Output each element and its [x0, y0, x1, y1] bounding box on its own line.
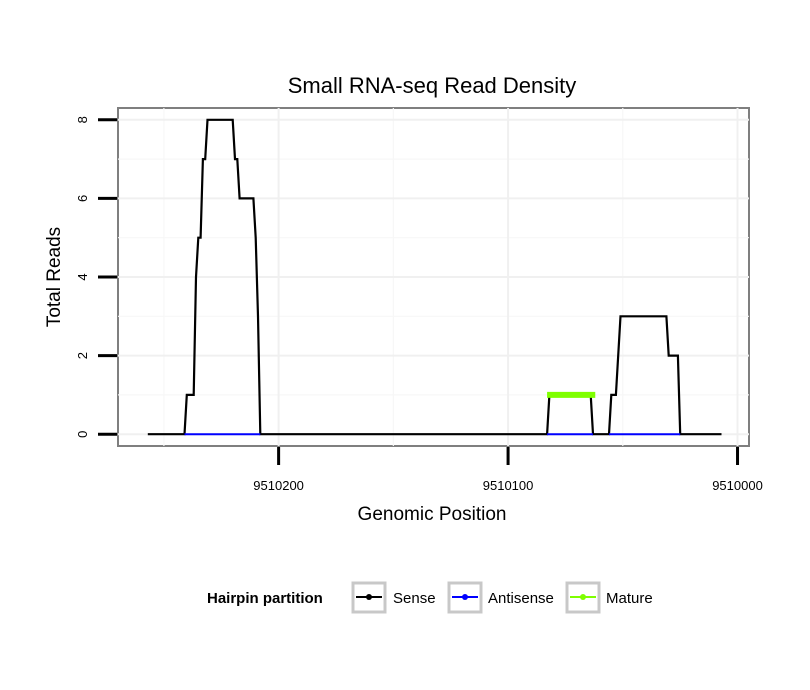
grid-lines — [118, 108, 749, 446]
y-axis-label: Total Reads — [44, 227, 65, 327]
y-axis: 0 2 4 6 8 — [75, 116, 117, 438]
legend-item-antisense: Antisense — [447, 581, 554, 614]
x-tick-label: 9510000 — [712, 478, 763, 493]
series-layer — [147, 118, 722, 436]
legend: Hairpin partition Sense Antisense Mature — [207, 581, 653, 614]
y-tick-label: 2 — [75, 352, 90, 359]
series-line-sense — [147, 118, 722, 436]
y-tick-label: 6 — [75, 195, 90, 202]
y-tick-label: 0 — [75, 431, 90, 438]
legend-key-dot-sense — [366, 594, 372, 600]
plot-panel — [117, 107, 750, 447]
x-axis-label: Genomic Position — [358, 504, 507, 525]
legend-title: Hairpin partition — [207, 590, 323, 607]
legend-label-sense: Sense — [393, 590, 436, 607]
x-axis: 9510200 9510100 9510000 — [253, 447, 763, 493]
y-tick-label: 4 — [75, 273, 90, 280]
x-tick-label: 9510200 — [253, 478, 304, 493]
legend-key-dot-mature — [580, 594, 586, 600]
legend-label-mature: Mature — [606, 590, 653, 607]
y-tick-label: 8 — [75, 116, 90, 123]
chart-title: Small RNA-seq Read Density — [288, 73, 577, 98]
legend-item-sense: Sense — [351, 581, 436, 614]
legend-item-mature: Mature — [565, 581, 653, 614]
legend-key-dot-antisense — [462, 594, 468, 600]
legend-label-antisense: Antisense — [488, 590, 554, 607]
x-tick-label: 9510100 — [483, 478, 534, 493]
